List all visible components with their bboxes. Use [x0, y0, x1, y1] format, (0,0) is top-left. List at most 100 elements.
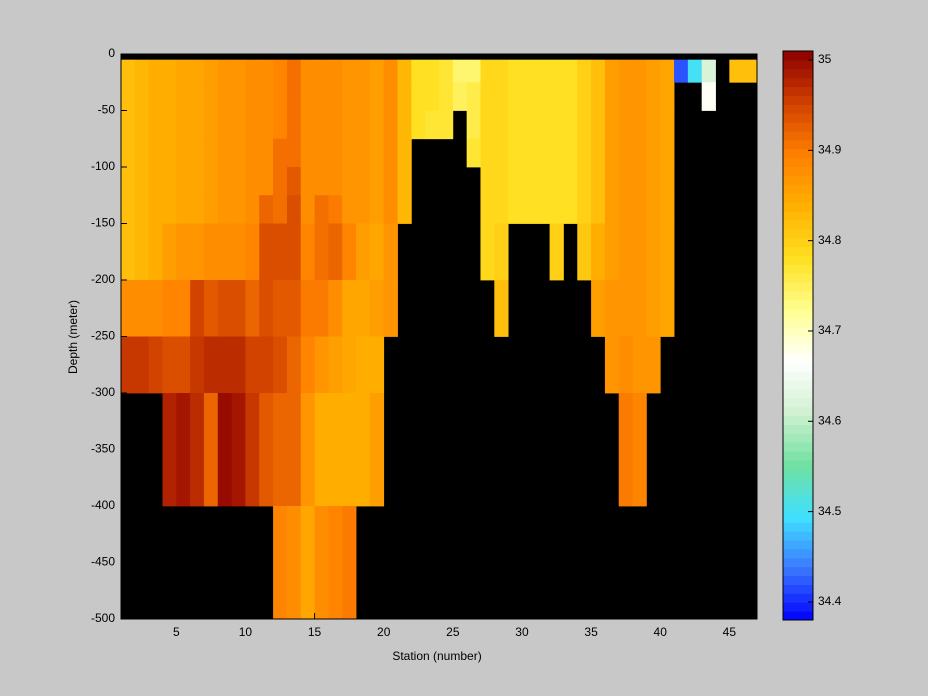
cell — [369, 82, 385, 111]
cell — [245, 138, 260, 168]
cell — [356, 82, 371, 111]
cell — [618, 336, 633, 394]
cell — [273, 506, 288, 620]
y-tick-label: -300 — [91, 385, 115, 399]
colorbar-segment — [783, 139, 813, 150]
cell — [632, 280, 647, 337]
cell — [356, 138, 371, 168]
colorbar-tick-label: 34.6 — [818, 413, 842, 427]
cell — [632, 138, 647, 168]
cell — [618, 280, 633, 337]
cell — [604, 223, 620, 281]
colorbar-segment — [783, 237, 813, 248]
cell — [162, 59, 177, 83]
cell — [121, 167, 136, 196]
cell — [563, 59, 578, 83]
colorbar-segment — [783, 246, 813, 256]
colorbar-segment — [783, 59, 813, 70]
cell — [217, 393, 233, 507]
cell — [618, 393, 633, 507]
cell — [618, 167, 633, 196]
colorbar-segment — [783, 113, 813, 123]
cell — [397, 195, 412, 224]
cell — [480, 82, 495, 111]
colorbar-segment — [783, 371, 813, 381]
cell — [231, 110, 246, 140]
cell — [231, 59, 246, 83]
cell — [314, 110, 329, 140]
cell — [328, 59, 343, 83]
cell — [397, 59, 412, 83]
cell — [356, 280, 371, 337]
cell — [148, 138, 163, 168]
cell — [259, 167, 274, 196]
cell — [604, 110, 620, 140]
cell — [369, 138, 385, 168]
cell — [217, 138, 233, 168]
colorbar-segment — [783, 379, 813, 390]
cell — [383, 167, 398, 196]
cell — [148, 195, 163, 224]
colorbar-segment — [783, 451, 813, 461]
colorbar-segment — [783, 68, 813, 79]
cell — [549, 167, 564, 196]
cell — [729, 59, 744, 83]
cell — [314, 280, 329, 337]
cell — [591, 82, 606, 111]
cell — [203, 223, 219, 281]
cell — [452, 82, 468, 111]
y-tick-label: -50 — [98, 103, 116, 117]
cell — [134, 82, 150, 111]
cell — [563, 138, 578, 168]
colorbar-segment — [783, 157, 813, 168]
colorbar-segment — [783, 495, 813, 505]
colorbar-segment — [783, 539, 813, 550]
cell — [646, 195, 661, 224]
cell — [425, 110, 440, 140]
cell — [203, 59, 219, 83]
cell — [190, 223, 205, 281]
cell — [203, 110, 219, 140]
cell — [342, 393, 357, 507]
cell — [203, 195, 219, 224]
cell — [231, 167, 246, 196]
cell — [259, 59, 274, 83]
cell — [245, 59, 260, 83]
colorbar-segment — [783, 602, 813, 612]
colorbar-segment — [783, 211, 813, 221]
cell — [203, 336, 219, 394]
cell — [231, 336, 246, 394]
colorbar-segment — [783, 504, 813, 514]
cell — [604, 280, 620, 337]
cell — [286, 138, 302, 168]
y-tick-label: -200 — [91, 272, 115, 286]
colorbar-segment — [783, 442, 813, 452]
cell — [148, 336, 163, 394]
x-tick-label: 5 — [173, 625, 180, 639]
cell — [356, 59, 371, 83]
cell — [660, 110, 675, 140]
cell — [134, 110, 150, 140]
cell — [314, 506, 329, 620]
cell — [190, 195, 205, 224]
y-tick-label: 0 — [108, 46, 115, 60]
cell — [369, 195, 385, 224]
y-tick-label: -150 — [91, 216, 115, 230]
cell — [480, 195, 495, 224]
colorbar-segment — [783, 228, 813, 239]
cell — [521, 59, 537, 83]
cell — [646, 59, 661, 83]
cell — [328, 393, 343, 507]
cell — [300, 195, 315, 224]
cell — [342, 110, 357, 140]
cell — [148, 223, 163, 281]
cell — [521, 82, 537, 111]
cell — [342, 59, 357, 83]
cell — [231, 138, 246, 168]
cell — [494, 59, 509, 83]
cell — [162, 195, 177, 224]
cell — [632, 336, 647, 394]
cell — [591, 280, 606, 337]
colorbar-segment — [783, 122, 813, 132]
cell — [563, 195, 578, 224]
